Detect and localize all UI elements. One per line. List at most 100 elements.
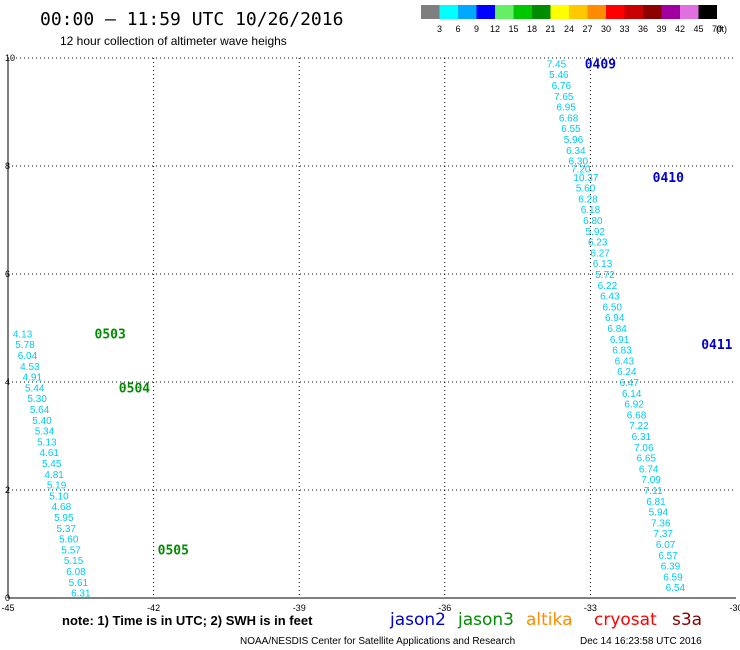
- swh-value-label: 6.81: [646, 497, 666, 508]
- swh-value-label: 5.64: [30, 405, 50, 416]
- swh-value-label: 6.50: [603, 302, 623, 313]
- swh-value-label: 6.74: [639, 464, 659, 475]
- swh-value-label: 6.65: [637, 454, 657, 465]
- swh-value-label: 4.91: [23, 373, 43, 384]
- satellite-legend-item: jason3: [457, 610, 514, 630]
- swh-value-label: 5.13: [37, 437, 57, 448]
- swh-value-label: 6.47: [620, 378, 640, 389]
- swh-value-label: 5.44: [25, 383, 45, 394]
- swh-value-label: 5.15: [64, 556, 84, 567]
- y-axis-ticks: 0 2 4 6 8 10: [5, 53, 15, 603]
- swh-value-label: 5.60: [576, 184, 596, 195]
- swh-value-label: 5.45: [42, 459, 62, 470]
- swh-value-label: 6.07: [656, 540, 676, 551]
- swh-value-label: 4.68: [52, 502, 72, 513]
- swh-value-label: 4.53: [20, 362, 40, 373]
- swh-value-label: 6.57: [658, 551, 678, 562]
- scale-swatch: [661, 5, 680, 19]
- scale-label: 27: [582, 24, 592, 34]
- scale-label: 6: [455, 24, 460, 34]
- time-marker-label: 0505: [158, 543, 189, 558]
- x-tick-label: -42: [147, 603, 160, 613]
- plot-frame: [7, 58, 736, 599]
- swh-value-label: 6.13: [593, 259, 613, 270]
- swh-value-label: 6.28: [578, 194, 598, 205]
- swh-value-label: 6.95: [556, 103, 576, 114]
- x-tick-label: -45: [1, 603, 14, 613]
- scale-swatch: [643, 5, 662, 19]
- swh-value-label: 6.43: [615, 356, 635, 367]
- swh-value-label: 6.31: [71, 589, 91, 600]
- footer-credit: NOAA/NESDIS Center for Satellite Applica…: [240, 636, 515, 647]
- data-points: 7.455.466.767.656.956.686.555.966.346.30…: [13, 59, 686, 599]
- swh-value-label: 5.72: [595, 270, 615, 281]
- chart-title: 00:00 – 11:59 UTC 10/26/2016: [40, 9, 343, 30]
- swh-value-label: 6.94: [605, 313, 625, 324]
- time-marker-label: 0504: [119, 381, 150, 396]
- swh-value-label: 6.31: [632, 432, 652, 443]
- scale-label: 45: [693, 24, 703, 34]
- swh-value-label: 7.06: [634, 443, 654, 454]
- swh-value-label: 6.18: [581, 205, 601, 216]
- swh-value-label: 5.10: [49, 491, 69, 502]
- scale-unit-label: (ft): [716, 24, 727, 34]
- scale-label: 3: [437, 24, 442, 34]
- swh-value-label: 5.30: [27, 394, 47, 405]
- scale-label: 39: [656, 24, 666, 34]
- y-tick-label: 10: [5, 53, 15, 63]
- swh-value-label: 6.68: [559, 113, 579, 124]
- swh-value-label: 5.40: [32, 416, 52, 427]
- swh-value-label: 7.65: [554, 92, 574, 103]
- scale-swatch: [606, 5, 625, 19]
- scale-swatch: [495, 5, 514, 19]
- y-tick-label: 2: [5, 485, 10, 495]
- scale-swatch: [569, 5, 588, 19]
- swh-value-label: 5.95: [54, 513, 74, 524]
- swh-value-label: 7.37: [653, 529, 673, 540]
- scale-swatch: [513, 5, 532, 19]
- swh-value-label: 6.14: [622, 389, 642, 400]
- swh-value-label: 6.83: [612, 346, 632, 357]
- scale-label: 9: [474, 24, 479, 34]
- chart-subtitle: 12 hour collection of altimeter wave hei…: [60, 34, 287, 48]
- time-marker-label: 0411: [701, 338, 732, 353]
- swh-value-label: 6.39: [661, 562, 681, 573]
- y-tick-label: 0: [5, 593, 10, 603]
- swh-value-label: 6.04: [18, 351, 38, 362]
- x-tick-label: -36: [438, 603, 451, 613]
- x-tick-label: -39: [293, 603, 306, 613]
- scale-swatch: [458, 5, 477, 19]
- scale-label: 21: [545, 24, 555, 34]
- swh-value-label: 6.23: [588, 238, 608, 249]
- satellite-legend-item: altika: [526, 610, 573, 630]
- scale-label: 42: [675, 24, 685, 34]
- swh-value-label: 6.30: [569, 157, 589, 168]
- swh-value-label: 5.34: [35, 427, 55, 438]
- scale-swatch: [439, 5, 458, 19]
- satellite-legend-item: cryosat: [594, 610, 657, 630]
- time-marker-label: 0410: [653, 171, 684, 186]
- scale-swatch: [532, 5, 551, 19]
- satellite-legend-item: jason2: [389, 610, 446, 630]
- time-marker-label: 0503: [95, 327, 126, 342]
- scale-label: 36: [638, 24, 648, 34]
- swh-value-label: 7.09: [641, 475, 661, 486]
- swh-value-label: 5.60: [59, 535, 79, 546]
- satellite-legend-item: s3a: [672, 610, 702, 630]
- swh-value-label: 6.91: [610, 335, 630, 346]
- swh-value-label: 6.59: [663, 572, 683, 583]
- x-tick-label: -30: [729, 603, 740, 613]
- swh-value-label: 4.13: [13, 329, 33, 340]
- swh-value-label: 5.78: [15, 340, 35, 351]
- swh-value-label: 7.22: [629, 421, 649, 432]
- swh-value-label: 6.80: [583, 216, 603, 227]
- time-markers: 0409041004110412050305040505: [95, 57, 733, 558]
- swh-value-label: 7.20: [571, 165, 591, 176]
- swh-value-label: 6.54: [666, 583, 686, 594]
- grid-lines: [8, 57, 736, 598]
- swh-value-label: 6.84: [607, 324, 627, 335]
- y-tick-label: 6: [5, 269, 10, 279]
- x-tick-label: -33: [584, 603, 597, 613]
- swh-value-label: 6.27: [590, 248, 610, 259]
